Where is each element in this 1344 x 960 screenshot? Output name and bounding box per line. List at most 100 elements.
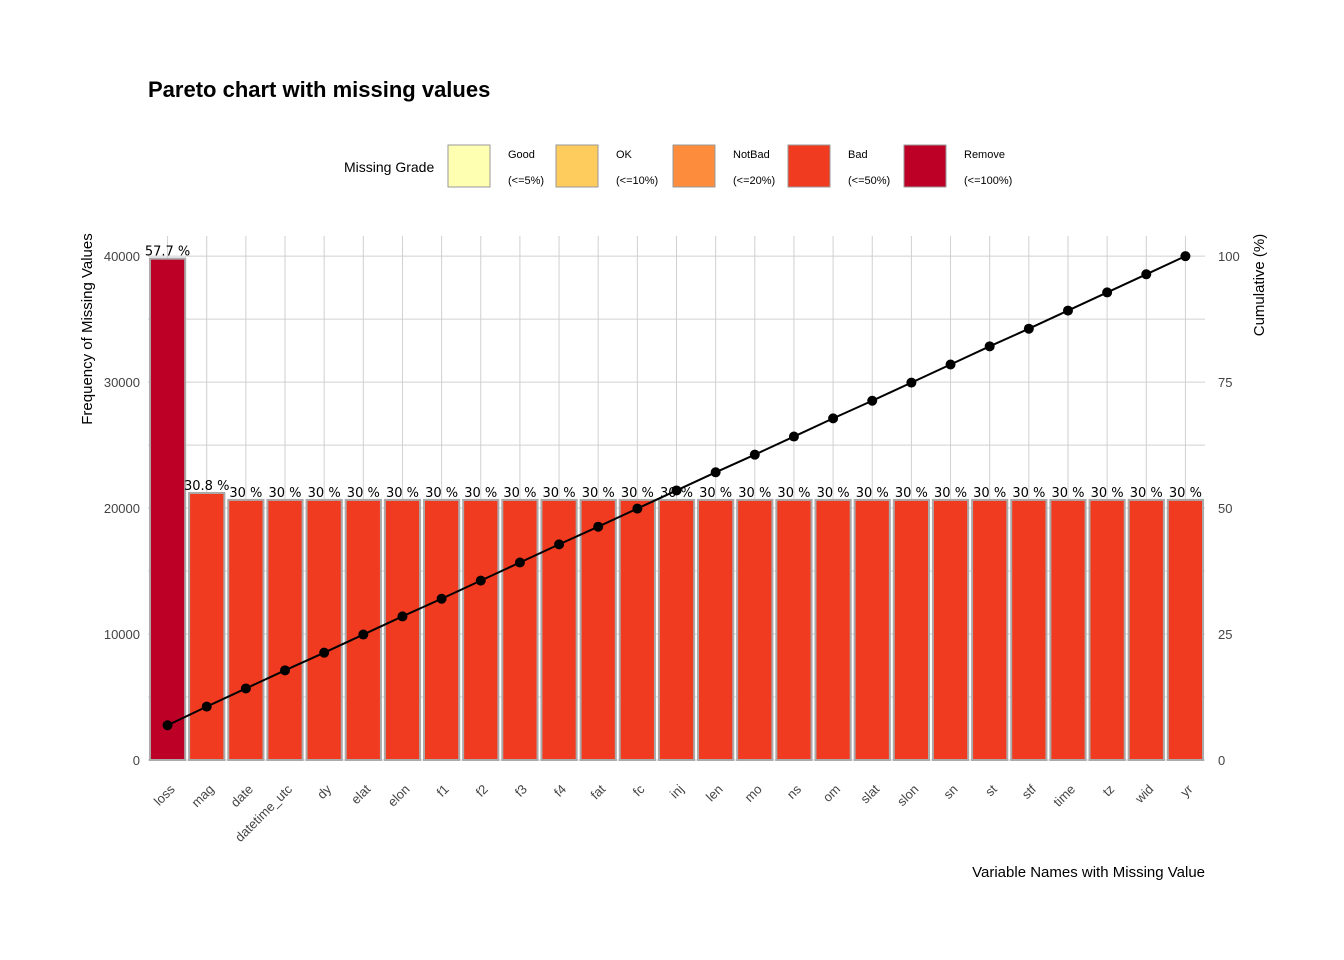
bar-sn [931, 498, 970, 761]
y-axis-title: Frequency of Missing Values [79, 233, 96, 424]
legend-range: (<=10%) [616, 175, 658, 187]
cumulative-point [1180, 251, 1191, 262]
bar-label: 30 % [582, 486, 615, 501]
x-tick-label: date [227, 782, 256, 811]
bar-label: 30 % [425, 486, 458, 501]
cumulative-point [240, 683, 251, 694]
cumulative-point [358, 629, 369, 640]
x-tick-label: f4 [551, 782, 569, 800]
bar-loss [148, 257, 187, 761]
bar-label: 30 % [934, 486, 967, 501]
x-tick-label: st [982, 781, 1000, 799]
bar-slon [892, 498, 931, 761]
y-tick-label: 40000 [104, 249, 140, 264]
y2-tick-label: 50 [1218, 501, 1232, 516]
x-tick-label: f1 [433, 782, 451, 800]
bar-label: 30 % [347, 486, 380, 501]
cumulative-point [397, 611, 408, 622]
y2-tick-label: 0 [1218, 753, 1225, 768]
cumulative-point [1141, 269, 1152, 280]
bar-wid [1127, 498, 1165, 761]
y2-tick-label: 100 [1218, 249, 1240, 264]
legend-label: Bad [848, 149, 868, 161]
y-tick-label: 30000 [104, 375, 140, 390]
bar-label: 30 % [621, 486, 654, 501]
x-tick-label: tz [1099, 782, 1117, 800]
cumulative-point [554, 539, 565, 550]
bar-label: 30 % [817, 486, 850, 501]
bar-slat [853, 498, 891, 761]
legend-label: NotBad [733, 149, 770, 161]
bar-date [227, 498, 265, 761]
y-tick-label: 10000 [104, 627, 140, 642]
cumulative-point [984, 341, 995, 352]
x-tick-label: slon [894, 782, 921, 809]
x-tick-label: inj [667, 781, 687, 801]
cumulative-point [1102, 287, 1113, 298]
bar-time [1049, 498, 1087, 761]
cumulative-point [1062, 305, 1073, 316]
x-tick-label: fc [630, 781, 648, 799]
y-tick-label: 20000 [104, 501, 140, 516]
bar-inj [657, 498, 696, 761]
bar-f1 [422, 498, 461, 761]
x-tick-label: time [1050, 782, 1078, 810]
bar-mag [188, 491, 226, 761]
bar-label: 30 % [856, 486, 889, 501]
x-tick-label: len [703, 782, 726, 805]
bar-om [814, 498, 852, 761]
legend-title: Missing Grade [344, 159, 434, 175]
cumulative-point [436, 593, 447, 604]
bar-len [697, 498, 735, 761]
bar-elon [383, 498, 422, 761]
cumulative-point [710, 467, 721, 478]
bar-label: 30 % [1012, 486, 1045, 501]
bar-label: 30.8 % [184, 479, 229, 494]
cumulative-point [475, 575, 486, 586]
x-tick-label: dy [314, 781, 335, 802]
bar-dy [305, 498, 343, 761]
bar-label: 30 % [973, 486, 1006, 501]
y-axis-right: 0 25 50 75 100 [1218, 249, 1240, 768]
bar-label: 57.7 % [145, 245, 190, 260]
bar-datetime_utc [266, 498, 304, 761]
bar-label: 30 % [777, 486, 810, 501]
bar-mo [736, 498, 774, 761]
x-tick-label: yr [1177, 781, 1196, 800]
x-tick-label: ns [784, 781, 805, 802]
bar-label: 30 % [1169, 486, 1202, 501]
legend-swatch-good [447, 144, 491, 188]
x-tick-label: loss [151, 781, 178, 808]
x-tick-label: mag [188, 782, 216, 810]
bar-label: 30 % [229, 486, 262, 501]
cumulative-point [867, 395, 878, 406]
legend-range: (<=50%) [848, 175, 890, 187]
bar-label: 30 % [1051, 486, 1084, 501]
legend: Missing Grade Good (<=5%) OK (<=10%) NotBad (… [344, 144, 1012, 188]
cumulative-point [201, 701, 212, 712]
y2-axis-title: Cumulative (%) [1251, 234, 1268, 337]
legend-label: OK [616, 149, 633, 161]
x-tick-label: om [820, 782, 843, 805]
x-tick-label: fat [587, 781, 608, 802]
bar-stf [1010, 498, 1048, 761]
x-axis-title: Variable Names with Missing Value [972, 864, 1205, 881]
y2-tick-label: 25 [1218, 627, 1232, 642]
bar-labels: 57.7 %30.8 % 30 % 30 % 30 % 30 % 30 % 30 % 30 %… [145, 245, 1202, 501]
cumulative-point [1023, 323, 1034, 334]
cumulative-point [671, 485, 682, 496]
cumulative-line [162, 251, 1191, 731]
legend-label: Good [508, 149, 535, 161]
x-tick-label: mo [742, 782, 765, 805]
bar-label: 30 % [738, 486, 771, 501]
bar-label: 30 % [699, 486, 732, 501]
bar-yr [1166, 498, 1205, 761]
y-tick-label: 0 [133, 753, 140, 768]
cumulative-point [514, 557, 525, 568]
bar-label: 30 % [386, 486, 419, 501]
legend-swatch-notbad [672, 144, 716, 188]
cumulative-point [828, 413, 839, 424]
bar-st [971, 498, 1009, 761]
